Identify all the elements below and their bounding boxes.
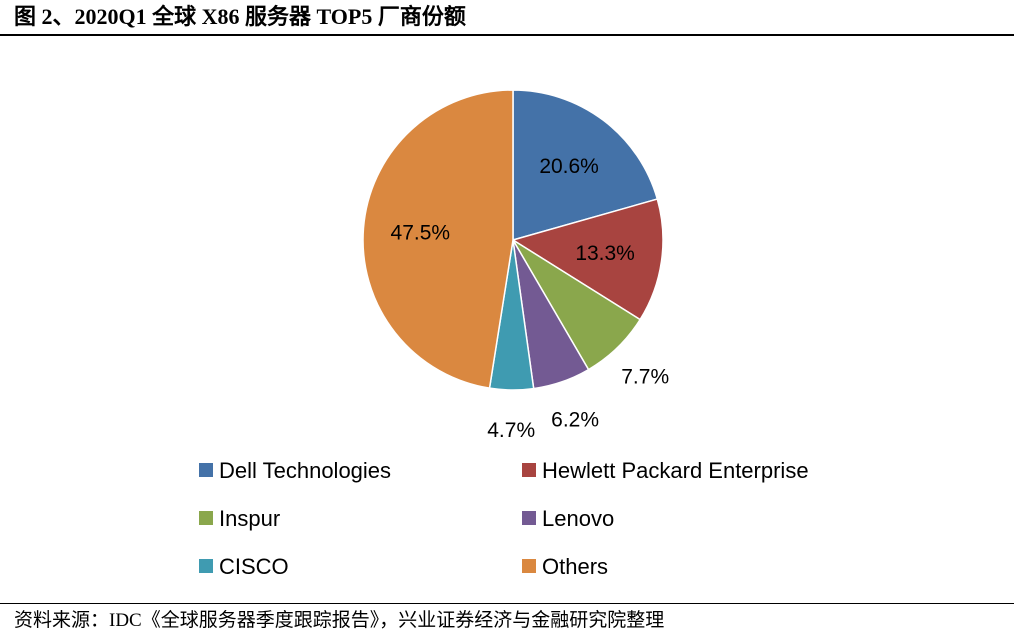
- slice-label-inspur: 7.7%: [621, 365, 669, 388]
- legend-label-lenovo: Lenovo: [542, 506, 614, 531]
- legend-label-dell-technologies: Dell Technologies: [219, 458, 391, 483]
- source-note: 资料来源：IDC《全球服务器季度跟踪报告》，兴业证券经济与金融研究院整理: [14, 610, 665, 631]
- slice-label-lenovo: 6.2%: [551, 409, 599, 432]
- slice-label-dell-technologies: 20.6%: [539, 155, 599, 178]
- title-bar: 图 2、2020Q1 全球 X86 服务器 TOP5 厂商份额: [0, 0, 1014, 36]
- legend-swatch-inspur: [199, 511, 213, 525]
- pie-slice-dell-technologies: [512, 89, 659, 241]
- legend-swatch-hewlett-packard-enterprise: [522, 463, 536, 477]
- legend-label-inspur: Inspur: [219, 506, 280, 531]
- legend-swatch-cisco: [199, 559, 213, 573]
- pie-slice-others: [362, 89, 514, 390]
- legend-label-cisco: CISCO: [219, 554, 289, 579]
- legend-swatch-lenovo: [522, 511, 536, 525]
- pie-slices: [362, 89, 664, 391]
- legend: Dell Technologies Hewlett Packard Enterpr…: [199, 458, 809, 579]
- chart-title: 图 2、2020Q1 全球 X86 服务器 TOP5 厂商份额: [14, 4, 466, 29]
- legend-label-hewlett-packard-enterprise: Hewlett Packard Enterprise: [542, 458, 809, 483]
- pie-slice-hewlett-packard-enterprise: [511, 198, 664, 321]
- slice-label-hewlett-packard-enterprise: 13.3%: [575, 242, 635, 265]
- slice-labels: 20.6% 13.3% 7.7% 6.2% 4.7% 47.5%: [391, 155, 670, 442]
- legend-label-others: Others: [542, 554, 608, 579]
- pie-chart: 20.6% 13.3% 7.7% 6.2% 4.7% 47.5% Dell Technol…: [199, 89, 809, 579]
- slice-label-cisco: 4.7%: [487, 419, 535, 442]
- legend-swatch-dell-technologies: [199, 463, 213, 477]
- legend-swatch-others: [522, 559, 536, 573]
- source-bar: 资料来源：IDC《全球服务器季度跟踪报告》，兴业证券经济与金融研究院整理: [0, 603, 1014, 639]
- slice-label-others: 47.5%: [391, 222, 451, 245]
